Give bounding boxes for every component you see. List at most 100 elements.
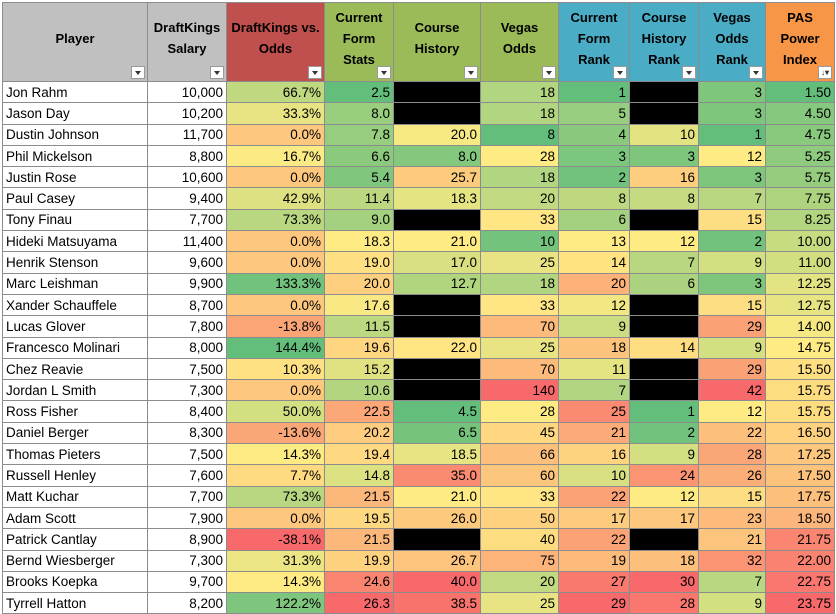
cell-vegas-odds[interactable]: 18 xyxy=(480,102,559,125)
cell-form-rank[interactable]: 18 xyxy=(558,336,630,359)
cell-pas-index[interactable]: 15.50 xyxy=(765,357,835,381)
cell-course-history[interactable] xyxy=(393,208,481,232)
cell-vegas-odds[interactable]: 60 xyxy=(480,464,559,487)
cell-salary[interactable]: 8,400 xyxy=(147,400,227,423)
cell-salary[interactable]: 10,200 xyxy=(147,102,227,125)
cell-course-history[interactable] xyxy=(393,293,481,317)
cell-odds-rank[interactable]: 26 xyxy=(698,464,766,487)
cell-salary[interactable]: 11,400 xyxy=(147,230,227,253)
cell-salary[interactable]: 9,600 xyxy=(147,251,227,274)
cell-odds-rank[interactable]: 28 xyxy=(698,443,766,466)
cell-history-rank[interactable]: 2 xyxy=(629,421,699,445)
cell-form-rank[interactable]: 2 xyxy=(558,166,630,189)
cell-history-rank[interactable]: 1 xyxy=(629,400,699,423)
cell-vegas-odds[interactable]: 10 xyxy=(480,230,559,253)
cell-form-rank[interactable]: 19 xyxy=(558,549,630,572)
cell-player[interactable]: Jason Day xyxy=(2,102,148,125)
cell-pas-index[interactable]: 22.00 xyxy=(765,549,835,572)
cell-odds-rank[interactable]: 9 xyxy=(698,251,766,274)
cell-dk-vs-odds[interactable]: 73.3% xyxy=(226,208,325,232)
cell-player[interactable]: Bernd Wiesberger xyxy=(2,549,148,572)
filter-dropdown-icon[interactable] xyxy=(682,66,696,79)
cell-pas-index[interactable]: 14.75 xyxy=(765,336,835,359)
cell-course-history[interactable] xyxy=(393,315,481,338)
cell-odds-rank[interactable]: 1 xyxy=(698,123,766,146)
cell-form-stats[interactable]: 19.5 xyxy=(324,506,394,530)
cell-dk-vs-odds[interactable]: 42.9% xyxy=(226,187,325,210)
cell-salary[interactable]: 7,700 xyxy=(147,485,227,508)
cell-player[interactable]: Xander Schauffele xyxy=(2,293,148,317)
cell-dk-vs-odds[interactable]: 0.0% xyxy=(226,251,325,274)
cell-vegas-odds[interactable]: 28 xyxy=(480,400,559,423)
cell-form-stats[interactable]: 11.5 xyxy=(324,315,394,338)
cell-salary[interactable]: 7,700 xyxy=(147,208,227,232)
cell-salary[interactable]: 9,900 xyxy=(147,272,227,295)
cell-form-rank[interactable]: 11 xyxy=(558,357,630,381)
cell-form-stats[interactable]: 20.2 xyxy=(324,421,394,445)
cell-form-rank[interactable]: 8 xyxy=(558,187,630,210)
cell-salary[interactable]: 7,900 xyxy=(147,506,227,530)
cell-dk-vs-odds[interactable]: 133.3% xyxy=(226,272,325,295)
cell-history-rank[interactable]: 10 xyxy=(629,123,699,146)
cell-odds-rank[interactable]: 7 xyxy=(698,570,766,594)
cell-form-rank[interactable]: 14 xyxy=(558,251,630,274)
cell-salary[interactable]: 8,700 xyxy=(147,293,227,317)
cell-history-rank[interactable]: 18 xyxy=(629,549,699,572)
cell-player[interactable]: Paul Casey xyxy=(2,187,148,210)
cell-vegas-odds[interactable]: 18 xyxy=(480,272,559,295)
cell-pas-index[interactable]: 5.75 xyxy=(765,166,835,189)
cell-player[interactable]: Thomas Pieters xyxy=(2,443,148,466)
cell-history-rank[interactable]: 17 xyxy=(629,506,699,530)
cell-form-rank[interactable]: 6 xyxy=(558,208,630,232)
cell-salary[interactable]: 9,700 xyxy=(147,570,227,594)
cell-odds-rank[interactable]: 7 xyxy=(698,187,766,210)
cell-vegas-odds[interactable]: 28 xyxy=(480,144,559,168)
cell-course-history[interactable]: 20.0 xyxy=(393,123,481,146)
cell-course-history[interactable] xyxy=(393,102,481,125)
cell-odds-rank[interactable]: 15 xyxy=(698,208,766,232)
cell-history-rank[interactable] xyxy=(629,315,699,338)
cell-course-history[interactable]: 18.5 xyxy=(393,443,481,466)
cell-dk-vs-odds[interactable]: 14.3% xyxy=(226,443,325,466)
cell-history-rank[interactable] xyxy=(629,528,699,551)
cell-pas-index[interactable]: 10.00 xyxy=(765,230,835,253)
cell-course-history[interactable]: 6.5 xyxy=(393,421,481,445)
cell-dk-vs-odds[interactable]: 66.7% xyxy=(226,80,325,104)
cell-player[interactable]: Tyrrell Hatton xyxy=(2,592,148,614)
cell-pas-index[interactable]: 21.75 xyxy=(765,528,835,551)
cell-salary[interactable]: 8,000 xyxy=(147,336,227,359)
cell-odds-rank[interactable]: 2 xyxy=(698,230,766,253)
cell-pas-index[interactable]: 4.50 xyxy=(765,102,835,125)
cell-history-rank[interactable]: 7 xyxy=(629,251,699,274)
cell-form-rank[interactable]: 9 xyxy=(558,315,630,338)
cell-form-rank[interactable]: 27 xyxy=(558,570,630,594)
cell-player[interactable]: Chez Reavie xyxy=(2,357,148,381)
cell-vegas-odds[interactable]: 33 xyxy=(480,208,559,232)
cell-history-rank[interactable] xyxy=(629,102,699,125)
cell-player[interactable]: Phil Mickelson xyxy=(2,144,148,168)
cell-form-stats[interactable]: 6.6 xyxy=(324,144,394,168)
cell-pas-index[interactable]: 8.25 xyxy=(765,208,835,232)
cell-salary[interactable]: 7,600 xyxy=(147,464,227,487)
cell-history-rank[interactable]: 12 xyxy=(629,485,699,508)
cell-course-history[interactable] xyxy=(393,379,481,402)
cell-course-history[interactable]: 22.0 xyxy=(393,336,481,359)
cell-vegas-odds[interactable]: 75 xyxy=(480,549,559,572)
cell-history-rank[interactable] xyxy=(629,293,699,317)
cell-dk-vs-odds[interactable]: 0.0% xyxy=(226,379,325,402)
cell-form-stats[interactable]: 7.8 xyxy=(324,123,394,146)
cell-odds-rank[interactable]: 15 xyxy=(698,485,766,508)
cell-form-rank[interactable]: 1 xyxy=(558,80,630,104)
cell-dk-vs-odds[interactable]: 16.7% xyxy=(226,144,325,168)
cell-odds-rank[interactable]: 3 xyxy=(698,166,766,189)
cell-form-stats[interactable]: 9.0 xyxy=(324,208,394,232)
cell-odds-rank[interactable]: 21 xyxy=(698,528,766,551)
cell-player[interactable]: Francesco Molinari xyxy=(2,336,148,359)
cell-history-rank[interactable]: 9 xyxy=(629,443,699,466)
cell-vegas-odds[interactable]: 70 xyxy=(480,315,559,338)
cell-dk-vs-odds[interactable]: 0.0% xyxy=(226,123,325,146)
cell-form-rank[interactable]: 20 xyxy=(558,272,630,295)
cell-player[interactable]: Tony Finau xyxy=(2,208,148,232)
cell-dk-vs-odds[interactable]: 33.3% xyxy=(226,102,325,125)
cell-pas-index[interactable]: 11.00 xyxy=(765,251,835,274)
